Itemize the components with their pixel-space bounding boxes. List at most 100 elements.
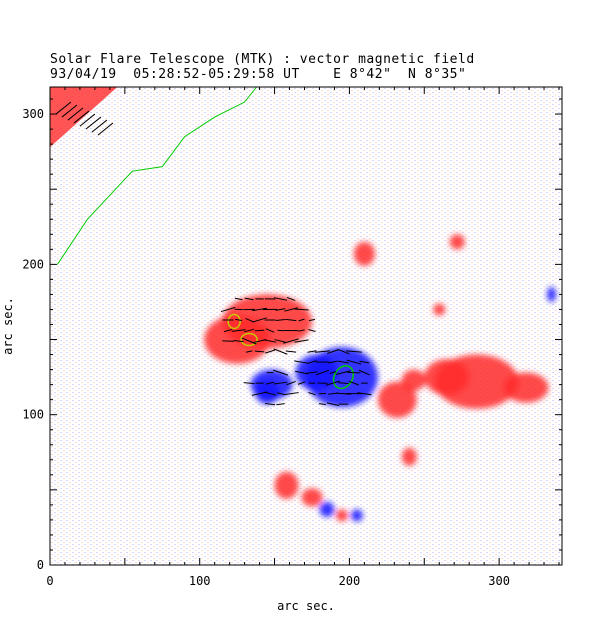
- field-vector: [307, 360, 317, 364]
- field-vector: [231, 329, 246, 332]
- field-vector: [254, 350, 265, 353]
- positive-polarity-region: [401, 447, 417, 466]
- field-vector: [220, 306, 236, 313]
- field-vector: [318, 403, 326, 406]
- field-vector: [265, 349, 276, 354]
- field-vector: [359, 360, 370, 364]
- field-vector: [233, 339, 244, 343]
- field-contour: [227, 313, 241, 330]
- field-vector: [275, 308, 286, 311]
- field-vector: [308, 392, 316, 396]
- field-vector: [274, 339, 287, 343]
- field-vector: [314, 350, 331, 353]
- field-vector: [97, 122, 114, 136]
- x-tick-label: 0: [46, 574, 53, 588]
- y-tick-label: 100: [22, 408, 44, 422]
- field-vector: [252, 317, 268, 323]
- field-vector: [295, 370, 308, 375]
- field-vector: [276, 403, 285, 406]
- field-vector: [315, 369, 330, 376]
- field-vector: [308, 329, 316, 332]
- negative-polarity-region: [295, 354, 338, 391]
- field-vector: [327, 349, 339, 354]
- field-vector: [283, 338, 299, 344]
- field-vector: [277, 329, 284, 332]
- field-vector: [79, 113, 96, 127]
- field-vector: [234, 297, 243, 301]
- field-vector: [285, 350, 297, 353]
- field-vector: [85, 116, 102, 130]
- field-vector: [336, 370, 351, 375]
- positive-polarity-region: [274, 471, 299, 499]
- field-vector: [244, 297, 254, 301]
- field-vector: [91, 119, 108, 133]
- x-axis-label: arc sec.: [277, 599, 335, 613]
- negative-polarity-region: [547, 286, 557, 302]
- plot-frame: [49, 86, 563, 566]
- field-vector: [325, 380, 341, 386]
- positive-polarity-region: [401, 369, 426, 391]
- field-vector: [245, 350, 253, 353]
- positive-polarity-region: [449, 234, 465, 250]
- field-vector: [329, 371, 337, 375]
- field-vector: [223, 328, 233, 333]
- field-vector: [328, 360, 338, 364]
- field-vector: [294, 308, 309, 311]
- page-title: Solar Flare Telescope (MTK) : vector mag…: [50, 52, 475, 67]
- field-vector: [252, 307, 267, 312]
- x-tick-label: 100: [189, 574, 211, 588]
- field-vector: [254, 329, 265, 332]
- field-vector: [357, 392, 372, 396]
- neutral-line: [57, 87, 257, 265]
- field-vector: [241, 337, 257, 345]
- field-vector: [265, 403, 276, 406]
- field-vector: [273, 297, 288, 301]
- x-tick-label: 300: [488, 574, 510, 588]
- field-vector: [235, 318, 243, 322]
- positive-polarity-region: [353, 241, 375, 266]
- field-vector: [286, 296, 296, 301]
- field-vector: [298, 329, 305, 332]
- positive-polarity-region: [204, 315, 271, 364]
- field-vector: [347, 371, 361, 374]
- field-vector: [297, 381, 306, 385]
- positive-polarity-region: [50, 87, 118, 148]
- positive-polarity-region: [301, 488, 323, 507]
- field-vector: [284, 307, 298, 312]
- negative-polarity-region: [350, 509, 363, 522]
- y-axis-label: arc sec.: [1, 297, 15, 355]
- field-vector: [275, 319, 286, 321]
- positive-polarity-region: [377, 381, 417, 418]
- field-vector: [294, 339, 309, 343]
- field-vector: [265, 381, 275, 385]
- y-tick-label: 200: [22, 257, 44, 271]
- field-vector: [286, 381, 296, 386]
- field-vector: [358, 369, 370, 376]
- field-vector: [273, 381, 288, 385]
- field-vector: [298, 318, 305, 322]
- field-contour: [240, 332, 258, 347]
- field-vector: [306, 371, 318, 374]
- y-tick-label: 300: [22, 107, 44, 121]
- field-vector: [307, 350, 317, 353]
- field-vector: [283, 392, 299, 396]
- field-vector: [265, 328, 275, 333]
- field-vector: [326, 402, 340, 406]
- field-vector: [243, 382, 255, 385]
- field-vector: [337, 360, 349, 364]
- field-vector: [263, 339, 277, 343]
- field-vector: [263, 391, 277, 396]
- field-vector: [337, 348, 350, 355]
- observation-info: 93/04/19 05:28:52-05:29:58 UT E 8°42" N …: [50, 67, 467, 82]
- positive-polarity-region: [433, 303, 446, 316]
- field-vector: [338, 382, 349, 384]
- field-vector: [61, 104, 78, 118]
- field-vector: [73, 110, 90, 124]
- negative-polarity-region: [319, 501, 335, 517]
- field-vector: [345, 350, 362, 353]
- field-vector: [308, 318, 316, 322]
- field-vector: [285, 318, 297, 322]
- field-vector: [272, 369, 289, 376]
- field-contour: [332, 365, 355, 390]
